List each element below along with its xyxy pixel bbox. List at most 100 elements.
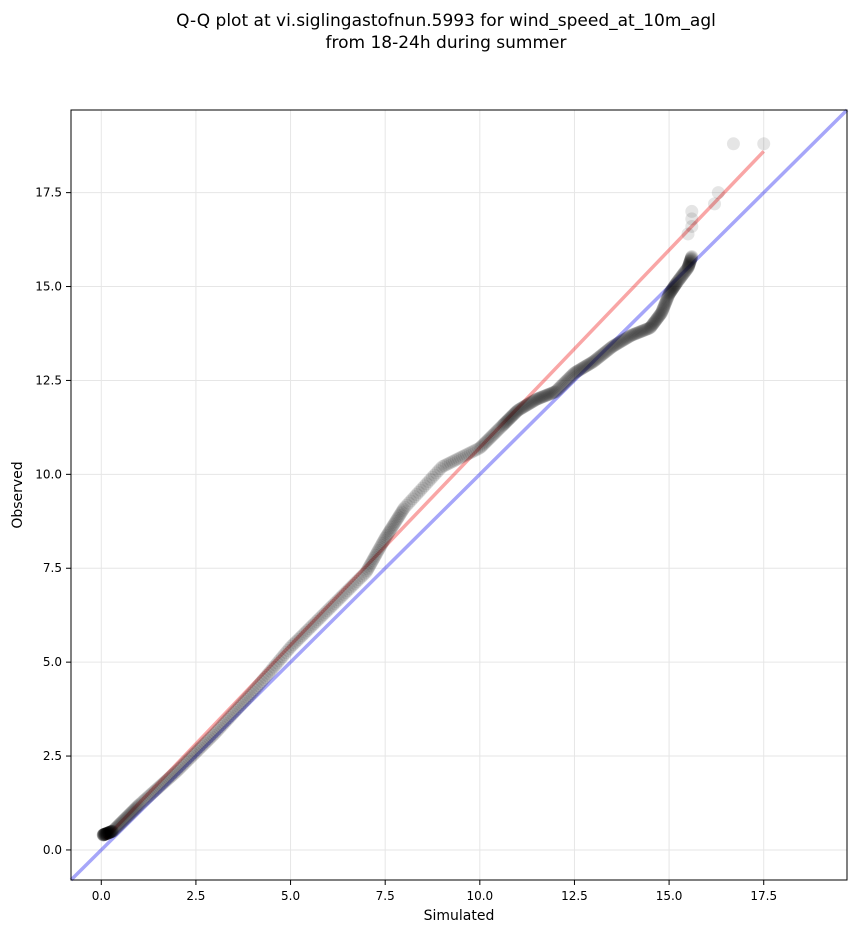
qq-point [265, 662, 279, 676]
qq-point [589, 353, 603, 367]
qq-point [98, 827, 112, 841]
qq-point [408, 490, 422, 504]
qq-point [667, 279, 681, 293]
qq-point [107, 823, 121, 837]
qq-point [128, 802, 142, 816]
qq-point [473, 441, 487, 455]
qq-point [386, 519, 400, 533]
qq-point [369, 548, 383, 562]
qq-point [371, 543, 385, 557]
qq-point [545, 386, 559, 400]
qq-point [483, 431, 497, 445]
qq-point [584, 356, 598, 370]
qq-point [670, 275, 684, 289]
qq-point [204, 730, 218, 744]
qq-point [308, 616, 322, 630]
qq-point [255, 675, 269, 689]
qq-point [684, 251, 698, 265]
qq-point [616, 334, 630, 348]
qq-point [256, 673, 270, 687]
qq-point [537, 389, 551, 403]
qq-point [120, 810, 134, 824]
qq-point [681, 260, 695, 274]
qq-point [216, 718, 230, 732]
qq-point [170, 764, 184, 778]
qq-point [672, 273, 686, 287]
qq-point [445, 455, 459, 469]
qq-point [658, 297, 672, 311]
qq-point [544, 386, 558, 400]
qq-point [504, 410, 518, 424]
qq-point [192, 743, 206, 757]
qq-point [176, 758, 190, 772]
qq-point [218, 716, 232, 730]
qq-point [200, 735, 214, 749]
qq-point [552, 381, 566, 395]
qq-point [558, 375, 572, 389]
qq-point [421, 475, 435, 489]
qq-point [97, 828, 111, 842]
qq-point [284, 639, 298, 653]
qq-point [647, 316, 661, 330]
qq-point [112, 818, 126, 832]
qq-point [110, 820, 124, 834]
reference-lines [69, 108, 849, 882]
qq-point [582, 357, 596, 371]
qq-point [482, 432, 496, 446]
qq-point [685, 249, 699, 263]
qq-point [497, 417, 511, 431]
y-tick-label-7: 17.5 [35, 186, 62, 200]
qq-point [96, 828, 110, 842]
qq-point [641, 322, 655, 336]
qq-point [103, 825, 117, 839]
qq-point [241, 690, 255, 704]
qq-point [563, 371, 577, 385]
qq-point [373, 540, 387, 554]
qq-point [528, 393, 542, 407]
qq-point [410, 488, 424, 502]
qq-point [274, 652, 288, 666]
qq-point [224, 709, 238, 723]
qq-point [395, 505, 409, 519]
qq-point [275, 650, 289, 664]
qq-point [221, 712, 235, 726]
qq-point [498, 416, 512, 430]
qq-point [650, 312, 664, 326]
qq-point [654, 307, 668, 321]
qq-point [674, 270, 688, 284]
qq-point [253, 677, 267, 691]
qq-point [385, 521, 399, 535]
qq-point [667, 280, 681, 294]
qq-point [104, 825, 118, 839]
qq-point [239, 692, 253, 706]
qq-point [683, 256, 697, 270]
qq-point [655, 304, 669, 318]
qq-point [618, 332, 632, 346]
qq-point [627, 327, 641, 341]
qq-point [226, 707, 240, 721]
qq-point [488, 426, 502, 440]
qq-point [417, 479, 431, 493]
qq-point [214, 720, 228, 734]
qq-point [542, 387, 556, 401]
qq-point [683, 254, 697, 268]
qq-point [548, 385, 562, 399]
qq-point [101, 826, 115, 840]
qq-point [668, 278, 682, 292]
qq-point [666, 282, 680, 296]
qq-point [604, 340, 618, 354]
qq-point [99, 827, 113, 841]
qq-point [520, 398, 534, 412]
qq-point [529, 392, 543, 406]
qq-point [685, 204, 699, 218]
qq-point [286, 638, 300, 652]
qq-point [675, 269, 689, 283]
qq-point [335, 589, 349, 603]
x-tick-label-3: 7.5 [376, 889, 395, 903]
qq-point [611, 336, 625, 350]
qq-point [263, 664, 277, 678]
qq-point [580, 358, 594, 372]
qq-point [141, 790, 155, 804]
x-tick-label-4: 10.0 [466, 889, 493, 903]
qq-point [684, 252, 698, 266]
